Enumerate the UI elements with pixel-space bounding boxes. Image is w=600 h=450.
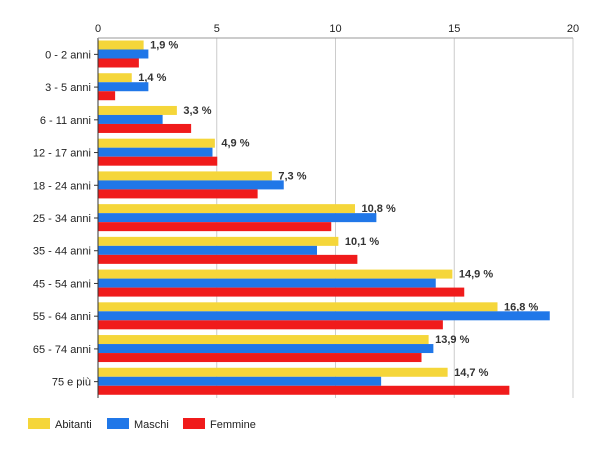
bar-maschi xyxy=(98,213,377,223)
bar-femmine xyxy=(98,189,258,199)
category-label: 75 e più xyxy=(52,377,91,389)
category-label: 25 - 34 anni xyxy=(33,213,91,225)
data-label: 4,9 % xyxy=(221,138,249,150)
bar-abitanti xyxy=(98,269,453,279)
category-label: 55 - 64 anni xyxy=(33,311,91,323)
x-tick-label: 0 xyxy=(95,23,101,35)
bar-abitanti xyxy=(98,335,429,345)
bar-femmine xyxy=(98,320,443,330)
bar-abitanti xyxy=(98,367,448,377)
category-label: 6 - 11 anni xyxy=(40,115,91,127)
bar-abitanti xyxy=(98,204,355,214)
data-label: 10,8 % xyxy=(362,203,396,215)
bar-maschi xyxy=(98,376,382,386)
bar-femmine xyxy=(98,222,332,232)
category-label: 45 - 54 anni xyxy=(33,278,91,290)
data-label: 10,1 % xyxy=(345,236,379,248)
category-label: 65 - 74 anni xyxy=(33,344,91,356)
bar-abitanti xyxy=(98,171,272,181)
bar-abitanti xyxy=(98,73,132,83)
legend-label: Femmine xyxy=(210,419,256,431)
data-label: 7,3 % xyxy=(278,170,306,182)
data-label: 3,3 % xyxy=(183,105,211,117)
bar-maschi xyxy=(98,245,317,255)
data-label: 16,8 % xyxy=(504,301,538,313)
bar-femmine xyxy=(98,287,465,297)
bar-femmine xyxy=(98,156,218,166)
bar-maschi xyxy=(98,278,436,288)
bar-femmine xyxy=(98,123,192,133)
x-tick-label: 5 xyxy=(214,23,220,35)
data-label: 14,9 % xyxy=(459,269,493,281)
bar-abitanti xyxy=(98,302,498,312)
legend-swatch-maschi xyxy=(107,418,129,429)
bar-abitanti xyxy=(98,105,177,115)
bar-abitanti xyxy=(98,138,215,148)
legend-label: Maschi xyxy=(134,419,169,431)
bar-maschi xyxy=(98,344,434,354)
data-label: 13,9 % xyxy=(435,334,469,346)
category-label: 0 - 2 anni xyxy=(45,49,91,61)
bar-maschi xyxy=(98,147,213,157)
bar-femmine xyxy=(98,91,116,101)
x-tick-label: 15 xyxy=(448,23,460,35)
bar-maschi xyxy=(98,49,149,59)
bar-femmine xyxy=(98,58,139,68)
legend-swatch-femmine xyxy=(183,418,205,429)
bar-maschi xyxy=(98,82,149,92)
bar-maschi xyxy=(98,114,163,124)
bar-maschi xyxy=(98,311,550,321)
data-label: 14,7 % xyxy=(454,367,488,379)
category-label: 18 - 24 anni xyxy=(33,180,91,192)
x-tick-label: 10 xyxy=(329,23,341,35)
data-label: 1,9 % xyxy=(150,40,178,52)
bar-femmine xyxy=(98,254,358,264)
bar-femmine xyxy=(98,353,422,363)
category-label: 12 - 17 anni xyxy=(33,148,91,160)
legend-swatch-abitanti xyxy=(28,418,50,429)
bar-maschi xyxy=(98,180,284,190)
bar-abitanti xyxy=(98,40,144,50)
category-label: 35 - 44 anni xyxy=(33,246,91,258)
x-tick-label: 20 xyxy=(567,23,579,35)
category-label: 3 - 5 anni xyxy=(45,82,91,94)
bar-abitanti xyxy=(98,236,339,246)
data-label: 1,4 % xyxy=(138,72,166,84)
legend-label: Abitanti xyxy=(55,419,92,431)
bar-femmine xyxy=(98,385,510,395)
